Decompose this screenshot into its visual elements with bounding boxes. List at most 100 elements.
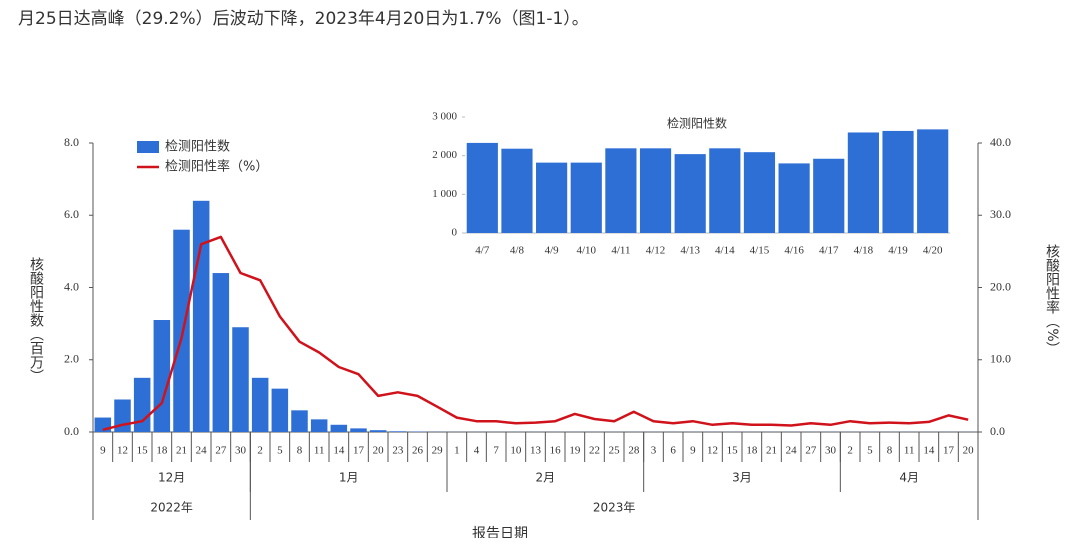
- inset-x-tick-label: 4/12: [646, 245, 666, 257]
- y2-axis-title: 核酸阳性率（%）: [1044, 244, 1060, 355]
- x-tick-label: 9: [690, 445, 696, 457]
- x-tick-label: 30: [825, 445, 837, 457]
- bar: [154, 320, 171, 432]
- x-tick-label: 23: [392, 445, 404, 457]
- x-tick-label: 17: [353, 445, 365, 457]
- y2-tick-label: 20.0: [990, 279, 1011, 293]
- x-tick-label: 27: [805, 445, 817, 457]
- x-tick-label: 15: [727, 445, 739, 457]
- month-label: 2月: [536, 471, 556, 485]
- x-tick-label: 2: [257, 445, 263, 457]
- inset-x-tick-label: 4/7: [475, 245, 490, 257]
- x-tick-label: 19: [569, 445, 581, 457]
- bar: [252, 378, 269, 432]
- month-label: 12月: [158, 471, 185, 485]
- x-tick-label: 20: [963, 445, 975, 457]
- inset-bar: [675, 154, 706, 233]
- y-tick-label: 2.0: [64, 352, 79, 366]
- year-label: 2022年: [150, 501, 193, 515]
- bar: [350, 428, 367, 432]
- legend-label: 检测阳性率（%）: [165, 159, 268, 175]
- inset-x-tick-label: 4/9: [545, 245, 560, 257]
- inset-x-tick-label: 4/20: [923, 245, 943, 257]
- inset-x-tick-label: 4/16: [784, 245, 804, 257]
- bar: [291, 410, 308, 432]
- x-tick-label: 12: [117, 445, 128, 457]
- x-tick-label: 4: [474, 445, 480, 457]
- y2-tick-label: 10.0: [990, 352, 1011, 366]
- x-tick-label: 18: [156, 445, 168, 457]
- inset-x-tick-label: 4/13: [680, 245, 700, 257]
- x-tick-label: 11: [904, 445, 915, 457]
- x-tick-label: 12: [707, 445, 718, 457]
- inset-bar: [709, 148, 740, 233]
- month-label: 4月: [899, 471, 919, 485]
- inset-title: 检测阳性数: [667, 116, 727, 131]
- y2-tick-label: 40.0: [990, 135, 1011, 149]
- bar: [193, 201, 210, 432]
- inset-y-tick-label: 1 000: [432, 188, 457, 200]
- x-tick-label: 10: [510, 445, 522, 457]
- bar: [390, 431, 407, 432]
- inset-x-tick-label: 4/15: [750, 245, 770, 257]
- inset-x-tick-label: 4/11: [611, 245, 630, 257]
- x-tick-label: 24: [196, 445, 208, 457]
- x-tick-label: 15: [137, 445, 149, 457]
- bar: [272, 389, 289, 432]
- x-tick-label: 9: [100, 445, 106, 457]
- x-tick-label: 5: [867, 445, 873, 457]
- inset-bar: [813, 159, 844, 233]
- inset-x-tick-label: 4/8: [510, 245, 525, 257]
- x-tick-label: 6: [670, 445, 676, 457]
- x-tick-label: 21: [766, 445, 777, 457]
- x-tick-label: 3: [651, 445, 657, 457]
- x-tick-label: 8: [297, 445, 303, 457]
- inset-bar: [744, 152, 775, 233]
- inset-x-tick-label: 4/18: [854, 245, 874, 257]
- x-tick-label: 21: [176, 445, 187, 457]
- y-tick-label: 4.0: [64, 279, 79, 293]
- inset-y-tick-label: 2 000: [432, 149, 457, 161]
- x-tick-label: 5: [277, 445, 283, 457]
- inset-bar: [501, 149, 532, 233]
- x-tick-label: 11: [314, 445, 325, 457]
- y2-tick-label: 0.0: [990, 424, 1005, 438]
- inset-x-tick-label: 4/14: [715, 245, 735, 257]
- legend-label: 检测阳性数: [165, 140, 230, 155]
- inset-bar: [848, 132, 879, 233]
- year-label: 2023年: [593, 501, 636, 515]
- x-tick-label: 25: [609, 445, 621, 457]
- x-tick-label: 14: [333, 445, 345, 457]
- inset-x-tick-label: 4/10: [576, 245, 596, 257]
- y2-tick-label: 30.0: [990, 207, 1011, 221]
- y-tick-label: 0.0: [64, 424, 79, 438]
- x-tick-label: 24: [786, 445, 798, 457]
- inset-bar: [467, 143, 498, 233]
- x-tick-label: 1: [454, 445, 460, 457]
- x-axis-title: 报告日期: [472, 526, 528, 538]
- month-label: 1月: [339, 471, 359, 485]
- bar: [331, 425, 348, 432]
- y-axis-title: 核酸阳性数（百万）: [28, 257, 44, 383]
- bar: [213, 273, 230, 432]
- y-tick-label: 8.0: [64, 135, 79, 149]
- x-tick-label: 16: [550, 445, 562, 457]
- inset-bar: [882, 131, 913, 233]
- legend-swatch: [137, 141, 159, 153]
- x-tick-label: 22: [589, 445, 600, 457]
- inset-y-tick-label: 3 000: [432, 111, 457, 123]
- x-tick-label: 7: [493, 445, 499, 457]
- bar: [232, 327, 249, 432]
- header-text: 月25日达高峰（29.2%）后波动下降，2023年4月20日为1.7%（图1-1…: [18, 9, 589, 29]
- x-tick-label: 27: [215, 445, 227, 457]
- inset-bar: [571, 163, 602, 233]
- inset-x-tick-label: 4/19: [888, 245, 908, 257]
- x-tick-label: 20: [373, 445, 385, 457]
- x-tick-label: 26: [412, 445, 424, 457]
- inset-bar: [536, 163, 567, 233]
- inset-bar: [605, 148, 636, 233]
- inset-bar: [640, 148, 671, 233]
- inset-y-tick-label: 0: [452, 227, 458, 239]
